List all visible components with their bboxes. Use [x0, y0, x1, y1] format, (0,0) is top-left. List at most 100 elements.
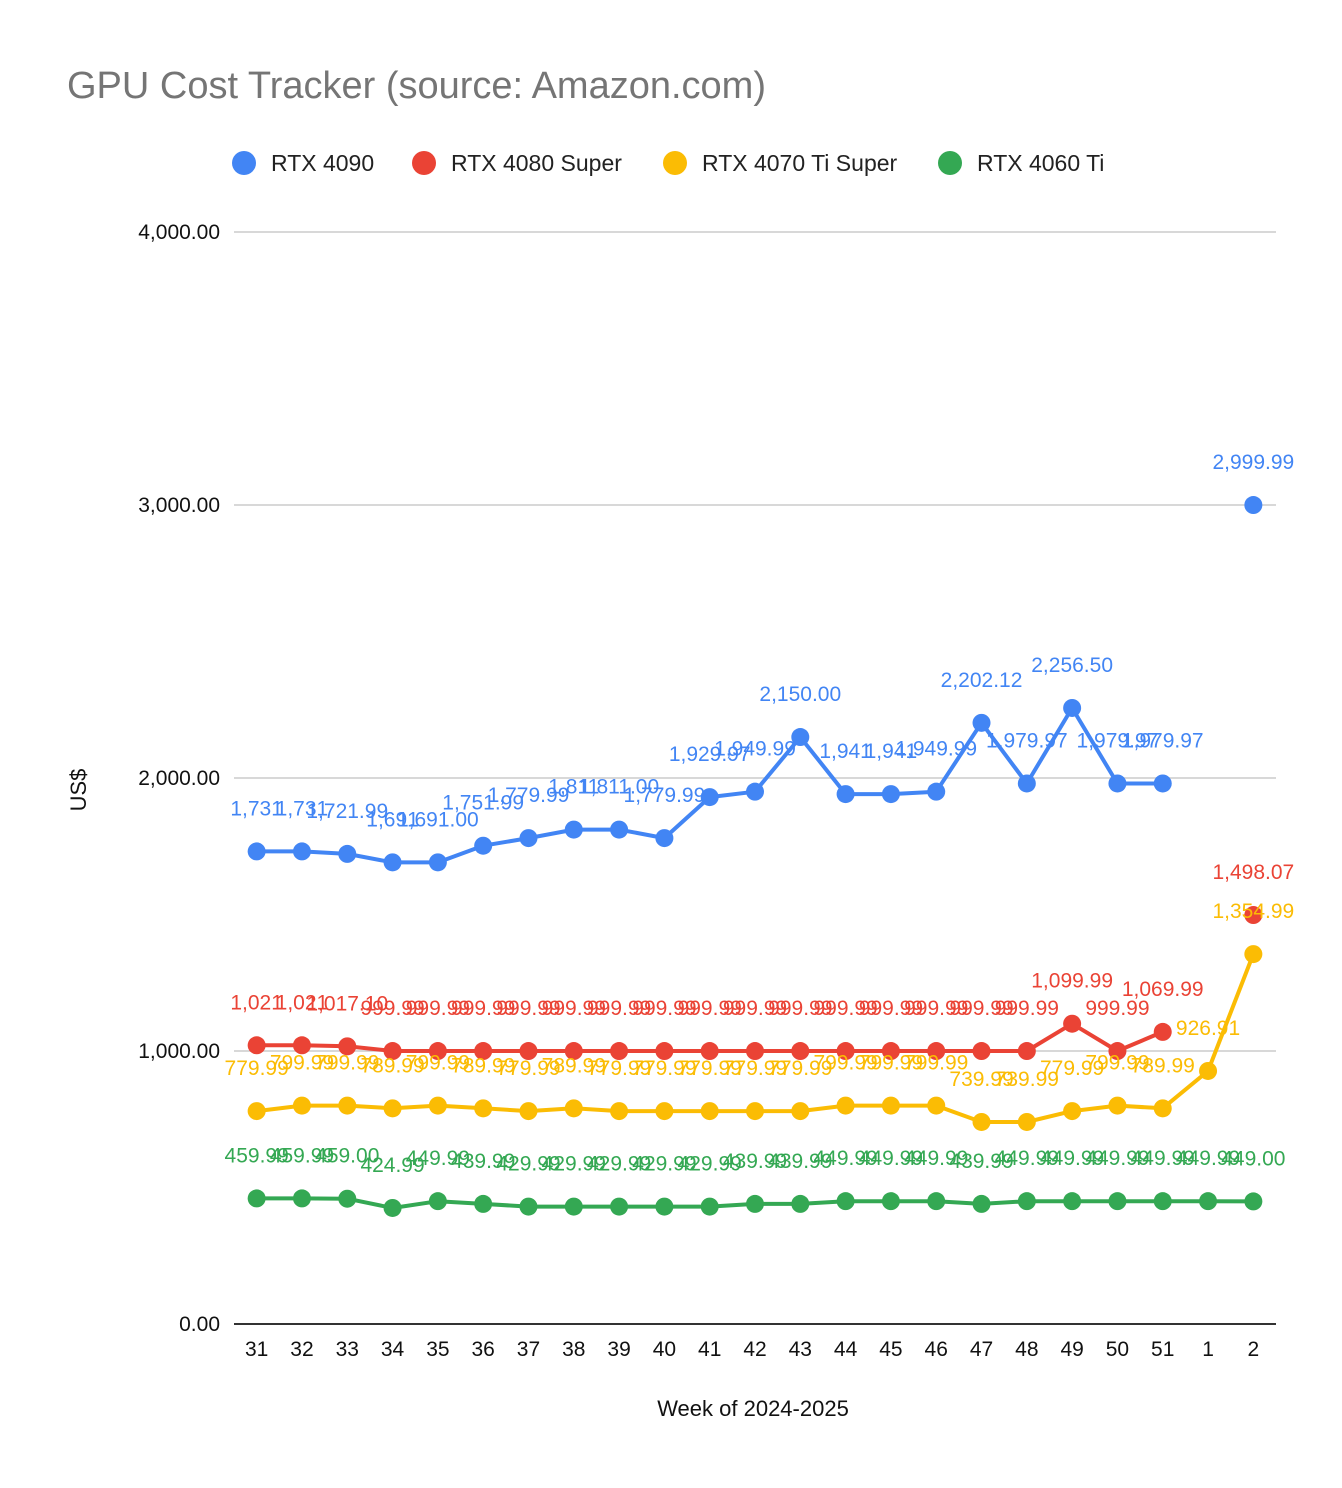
data-point[interactable] [474, 1194, 493, 1213]
data-point[interactable] [428, 853, 447, 872]
data-point[interactable] [338, 1037, 357, 1056]
data-point[interactable] [746, 1102, 764, 1121]
data-point[interactable] [791, 1194, 810, 1213]
legend-item-rtx-4080-super[interactable]: RTX 4080 Super [412, 150, 622, 176]
data-point[interactable] [1017, 1042, 1036, 1061]
data-point[interactable] [1017, 774, 1036, 793]
data-point[interactable] [881, 785, 900, 804]
data-point[interactable] [972, 713, 991, 732]
data-point[interactable] [610, 1042, 629, 1061]
data-label: 779.99 [632, 1057, 696, 1080]
data-point[interactable] [836, 1042, 855, 1061]
data-point[interactable] [655, 1197, 674, 1216]
data-point[interactable] [927, 1042, 946, 1061]
legend-item-rtx-4070-ti-super[interactable]: RTX 4070 Ti Super [663, 150, 898, 176]
data-point[interactable] [338, 1096, 357, 1115]
data-point[interactable] [836, 1192, 855, 1211]
data-point[interactable] [746, 1194, 764, 1213]
data-point[interactable] [1153, 1192, 1172, 1211]
data-point[interactable] [519, 829, 538, 848]
data-point[interactable] [1244, 1192, 1263, 1211]
data-point[interactable] [700, 788, 719, 807]
data-point[interactable] [610, 820, 629, 839]
data-point[interactable] [791, 728, 810, 747]
data-point[interactable] [700, 1042, 719, 1061]
data-point[interactable] [338, 844, 357, 863]
data-point[interactable] [474, 1099, 493, 1118]
data-point[interactable] [1108, 1192, 1127, 1211]
data-point[interactable] [338, 1189, 357, 1208]
data-point[interactable] [655, 829, 674, 848]
data-point[interactable] [1063, 698, 1082, 717]
data-point[interactable] [383, 1042, 402, 1061]
data-point[interactable] [292, 1096, 311, 1115]
data-point[interactable] [791, 1102, 810, 1121]
data-point[interactable] [700, 1197, 719, 1216]
data-point[interactable] [791, 1042, 810, 1061]
data-point[interactable] [610, 1102, 629, 1121]
data-point[interactable] [428, 1042, 447, 1061]
data-point[interactable] [1063, 1192, 1082, 1211]
data-point[interactable] [1153, 1099, 1172, 1118]
data-point[interactable] [746, 1042, 764, 1061]
data-point[interactable] [383, 1198, 402, 1217]
data-point[interactable] [927, 1192, 946, 1211]
data-point[interactable] [428, 1192, 447, 1211]
data-point[interactable] [247, 1102, 266, 1121]
data-point[interactable] [836, 1096, 855, 1115]
data-point[interactable] [1244, 906, 1263, 925]
data-point[interactable] [1108, 1042, 1127, 1061]
data-point[interactable] [1063, 1014, 1082, 1033]
data-point[interactable] [564, 1197, 583, 1216]
data-point[interactable] [1063, 1102, 1082, 1121]
data-point[interactable] [927, 1096, 946, 1115]
legend-item-rtx-4060-ti[interactable]: RTX 4060 Ti [938, 150, 1104, 176]
data-point[interactable] [1199, 1192, 1218, 1211]
data-point[interactable] [1244, 496, 1263, 515]
data-point[interactable] [383, 853, 402, 872]
data-point[interactable] [564, 1042, 583, 1061]
data-point[interactable] [836, 785, 855, 804]
data-point[interactable] [519, 1102, 538, 1121]
data-point[interactable] [519, 1042, 538, 1061]
data-point[interactable] [428, 1096, 447, 1115]
x-tick-label: 41 [698, 1338, 721, 1361]
legend-item-rtx-4090[interactable]: RTX 4090 [232, 150, 374, 176]
data-point[interactable] [564, 820, 583, 839]
data-point[interactable] [1244, 945, 1263, 964]
data-point[interactable] [700, 1102, 719, 1121]
data-point[interactable] [881, 1042, 900, 1061]
data-point[interactable] [474, 836, 493, 855]
data-point[interactable] [746, 782, 764, 801]
data-point[interactable] [610, 1197, 629, 1216]
data-point[interactable] [881, 1192, 900, 1211]
data-point[interactable] [1017, 1112, 1036, 1131]
data-point[interactable] [972, 1042, 991, 1061]
data-label: 1,354.99 [1212, 900, 1294, 923]
data-point[interactable] [247, 842, 266, 861]
data-label: 999.99 [632, 997, 696, 1020]
data-point[interactable] [292, 842, 311, 861]
data-label: 1,691.00 [397, 808, 479, 831]
data-point[interactable] [474, 1042, 493, 1061]
data-point[interactable] [1199, 1061, 1218, 1080]
data-point[interactable] [292, 1036, 311, 1055]
data-point[interactable] [292, 1189, 311, 1208]
data-point[interactable] [927, 782, 946, 801]
data-point[interactable] [1017, 1192, 1036, 1211]
data-point[interactable] [383, 1099, 402, 1118]
data-point[interactable] [1108, 774, 1127, 793]
data-point[interactable] [247, 1036, 266, 1055]
data-label: 449.00 [1221, 1147, 1285, 1170]
data-point[interactable] [1153, 1022, 1172, 1041]
data-point[interactable] [1153, 774, 1172, 793]
data-point[interactable] [881, 1096, 900, 1115]
data-point[interactable] [655, 1042, 674, 1061]
data-point[interactable] [247, 1189, 266, 1208]
data-point[interactable] [519, 1197, 538, 1216]
data-point[interactable] [1108, 1096, 1127, 1115]
data-point[interactable] [972, 1194, 991, 1213]
data-point[interactable] [655, 1102, 674, 1121]
data-point[interactable] [972, 1112, 991, 1131]
data-point[interactable] [564, 1099, 583, 1118]
